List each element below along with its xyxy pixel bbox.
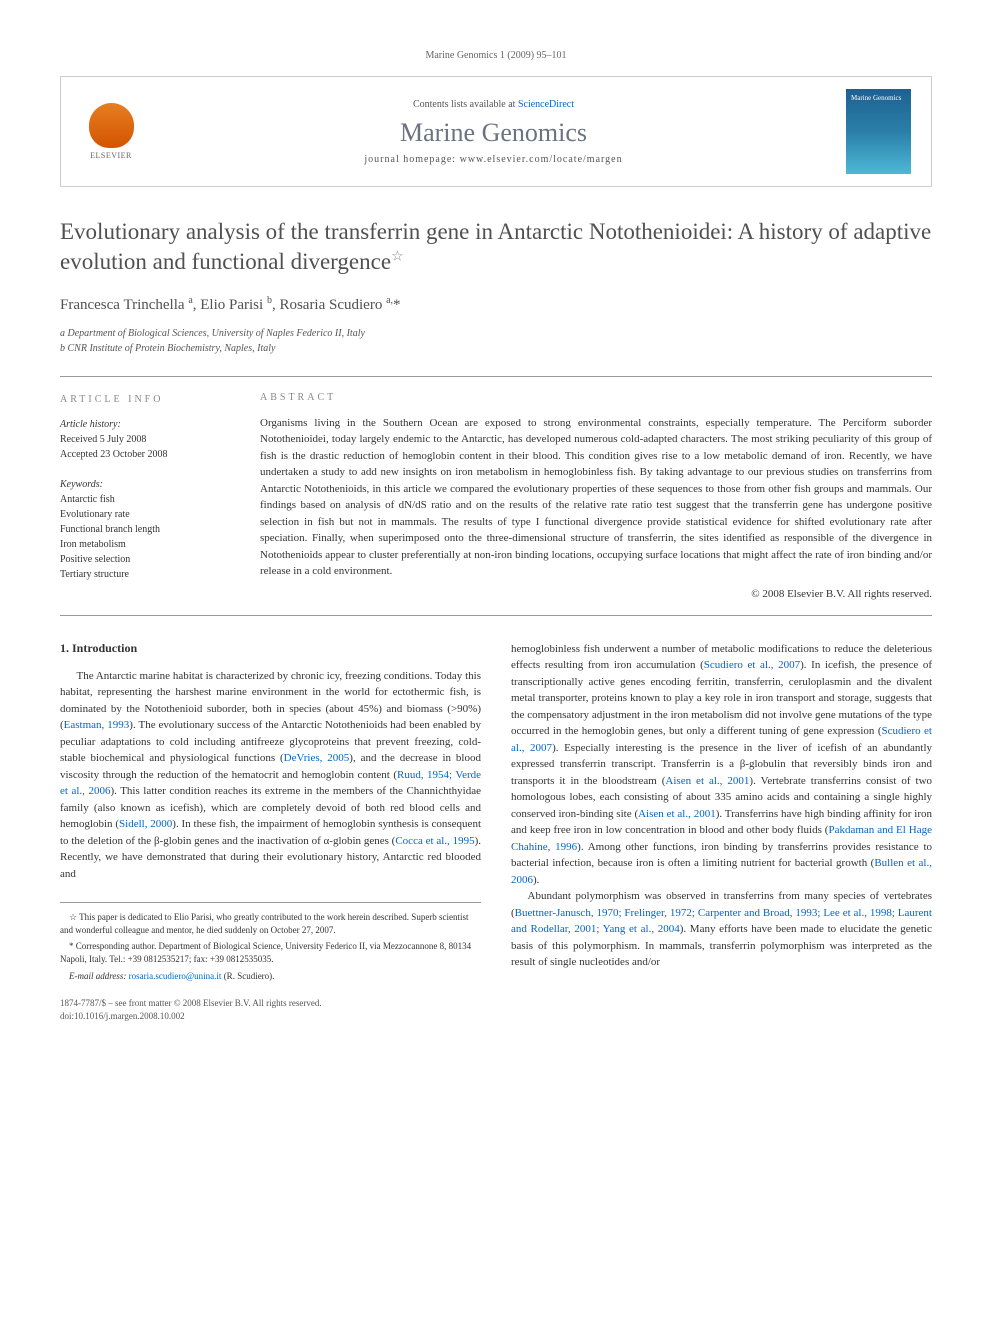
abstract-text: Organisms living in the Southern Ocean a… <box>260 415 932 580</box>
citation-link[interactable]: DeVries, 2005 <box>284 752 350 764</box>
keywords-label: Keywords: <box>60 477 235 492</box>
citation-link[interactable]: Sidell, 2000 <box>119 818 172 830</box>
abstract-block: ABSTRACT Organisms living in the Souther… <box>260 392 932 600</box>
article-history-label: Article history: <box>60 417 235 432</box>
doi-line: doi:10.1016/j.margen.2008.10.002 <box>60 1010 322 1023</box>
received-date: Received 5 July 2008 <box>60 432 235 447</box>
affiliation-b: b CNR Institute of Protein Biochemistry,… <box>60 341 932 356</box>
article-title: Evolutionary analysis of the transferrin… <box>60 217 932 277</box>
citation-link[interactable]: Aisen et al., 2001 <box>638 808 716 820</box>
body-columns: 1. Introduction The Antarctic marine hab… <box>60 641 932 1023</box>
email-footnote: E-mail address: rosaria.scudiero@unina.i… <box>60 970 481 983</box>
citation-link[interactable]: Eastman, 1993 <box>64 719 130 731</box>
elsevier-logo: ELSEVIER <box>81 97 141 167</box>
elsevier-text: ELSEVIER <box>90 151 132 160</box>
email-link[interactable]: rosaria.scudiero@unina.it <box>129 971 222 981</box>
homepage-prefix: journal homepage: <box>364 154 459 165</box>
homepage-url: www.elsevier.com/locate/margen <box>460 154 623 165</box>
article-info-heading: ARTICLE INFO <box>60 392 235 407</box>
intro-paragraph-1: The Antarctic marine habitat is characte… <box>60 668 481 883</box>
citation-link[interactable]: Cocca et al., 1995 <box>395 835 474 847</box>
introduction-heading: 1. Introduction <box>60 641 481 656</box>
article-info-block: ARTICLE INFO Article history: Received 5… <box>60 392 260 600</box>
running-header: Marine Genomics 1 (2009) 95–101 <box>60 50 932 61</box>
keyword: Positive selection <box>60 552 235 567</box>
keyword: Functional branch length <box>60 522 235 537</box>
journal-name: Marine Genomics <box>161 118 826 148</box>
affiliations: a Department of Biological Sciences, Uni… <box>60 326 932 356</box>
dedication-footnote: ☆ This paper is dedicated to Elio Parisi… <box>60 911 481 936</box>
affiliation-a: a Department of Biological Sciences, Uni… <box>60 326 932 341</box>
footnotes: ☆ This paper is dedicated to Elio Parisi… <box>60 902 481 982</box>
sciencedirect-link[interactable]: ScienceDirect <box>518 99 574 110</box>
issn-line: 1874-7787/$ – see front matter © 2008 El… <box>60 997 322 1010</box>
elsevier-tree-icon <box>89 103 134 148</box>
right-column: hemoglobinless fish underwent a number o… <box>511 641 932 1023</box>
dedication-star-icon: ☆ <box>391 249 404 264</box>
journal-cover-thumbnail: Marine Genomics <box>846 89 911 174</box>
keyword: Iron metabolism <box>60 537 235 552</box>
abstract-heading: ABSTRACT <box>260 392 932 403</box>
intro-paragraph-3: Abundant polymorphism was observed in tr… <box>511 888 932 971</box>
journal-homepage-line: journal homepage: www.elsevier.com/locat… <box>161 154 826 165</box>
keyword: Evolutionary rate <box>60 507 235 522</box>
author-list: Francesca Trinchella a, Elio Parisi b, R… <box>60 295 932 314</box>
contents-available-line: Contents lists available at ScienceDirec… <box>161 99 826 110</box>
contents-prefix: Contents lists available at <box>413 99 518 110</box>
cover-thumb-label: Marine Genomics <box>851 94 901 102</box>
keyword: Antarctic fish <box>60 492 235 507</box>
corresponding-author-footnote: * Corresponding author. Department of Bi… <box>60 940 481 965</box>
citation-link[interactable]: Aisen et al., 2001 <box>665 775 749 787</box>
keyword: Tertiary structure <box>60 567 235 582</box>
abstract-copyright: © 2008 Elsevier B.V. All rights reserved… <box>260 588 932 600</box>
left-column: 1. Introduction The Antarctic marine hab… <box>60 641 481 1023</box>
intro-paragraph-2: hemoglobinless fish underwent a number o… <box>511 641 932 889</box>
page-footer: 1874-7787/$ – see front matter © 2008 El… <box>60 997 481 1022</box>
accepted-date: Accepted 23 October 2008 <box>60 447 235 462</box>
journal-header: ELSEVIER Contents lists available at Sci… <box>60 76 932 187</box>
citation-link[interactable]: Scudiero et al., 2007 <box>704 659 800 671</box>
